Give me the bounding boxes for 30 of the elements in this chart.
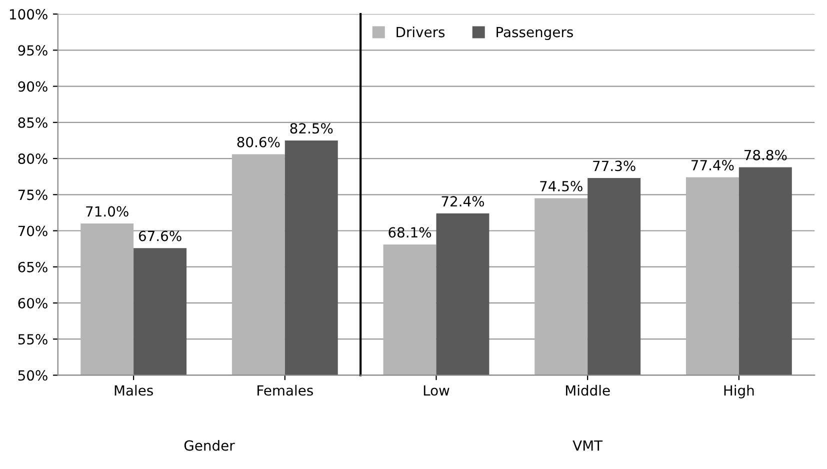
- data-label: 72.4%: [442, 196, 484, 207]
- data-label: 71.0%: [86, 206, 128, 217]
- y-tick-label: 60%: [18, 298, 48, 308]
- data-label: 77.3%: [593, 160, 636, 172]
- x-tick-label: Middle: [566, 384, 610, 396]
- data-label: 77.4%: [692, 160, 734, 170]
- data-label: 80.6%: [237, 136, 280, 148]
- legend-label: Drivers: [396, 26, 445, 38]
- y-tick-label: 50%: [18, 370, 48, 381]
- data-label: 78.8%: [744, 150, 787, 160]
- x-axis-title: VMT: [572, 440, 603, 451]
- y-tick-label: 55%: [18, 334, 48, 345]
- legend-label: Passengers: [496, 27, 573, 40]
- x-tick-label: High: [724, 384, 754, 398]
- y-tick-label: 85%: [18, 117, 48, 128]
- data-label: 67.6%: [138, 230, 182, 242]
- data-label: 82.5%: [290, 123, 333, 134]
- y-tick-label: 65%: [18, 262, 48, 272]
- x-tick-label: Low: [424, 385, 450, 396]
- data-label: 74.5%: [540, 180, 582, 192]
- y-tick-label: 95%: [18, 45, 48, 56]
- data-label: 68.1%: [388, 227, 432, 238]
- x-tick-label: Males: [114, 384, 153, 396]
- y-tick-label: 75%: [18, 190, 48, 200]
- y-tick-label: 100%: [10, 9, 48, 20]
- x-axis-title: Gender: [184, 440, 235, 451]
- x-tick-label: Females: [258, 384, 313, 396]
- y-tick-label: 80%: [18, 153, 48, 164]
- y-tick-label: 70%: [18, 226, 48, 236]
- y-tick-label: 90%: [18, 81, 48, 92]
